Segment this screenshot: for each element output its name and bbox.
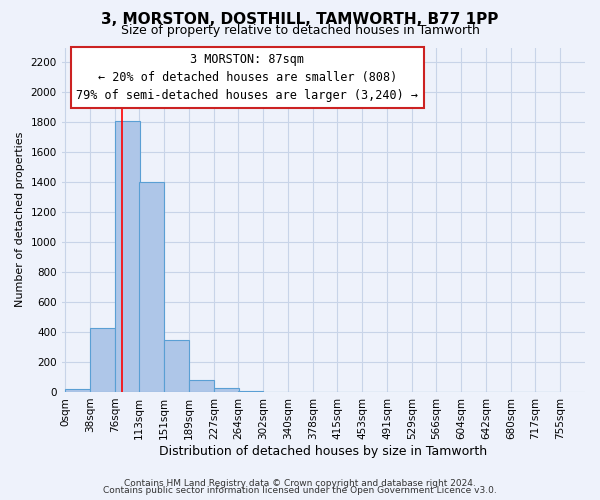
Bar: [65, 389, 90, 392]
Text: Contains public sector information licensed under the Open Government Licence v3: Contains public sector information licen…: [103, 486, 497, 495]
Text: Size of property relative to detached houses in Tamworth: Size of property relative to detached ho…: [121, 24, 479, 37]
Text: Contains HM Land Registry data © Crown copyright and database right 2024.: Contains HM Land Registry data © Crown c…: [124, 478, 476, 488]
Y-axis label: Number of detached properties: Number of detached properties: [15, 132, 25, 308]
Bar: [90, 328, 115, 392]
Bar: [115, 121, 140, 392]
Bar: [238, 391, 263, 392]
Bar: [139, 182, 164, 392]
Bar: [189, 380, 214, 392]
X-axis label: Distribution of detached houses by size in Tamworth: Distribution of detached houses by size …: [159, 444, 487, 458]
Text: 3, MORSTON, DOSTHILL, TAMWORTH, B77 1PP: 3, MORSTON, DOSTHILL, TAMWORTH, B77 1PP: [101, 12, 499, 28]
Bar: [164, 340, 189, 392]
Text: 3 MORSTON: 87sqm
← 20% of detached houses are smaller (808)
79% of semi-detached: 3 MORSTON: 87sqm ← 20% of detached house…: [76, 52, 418, 102]
Bar: [214, 388, 239, 392]
